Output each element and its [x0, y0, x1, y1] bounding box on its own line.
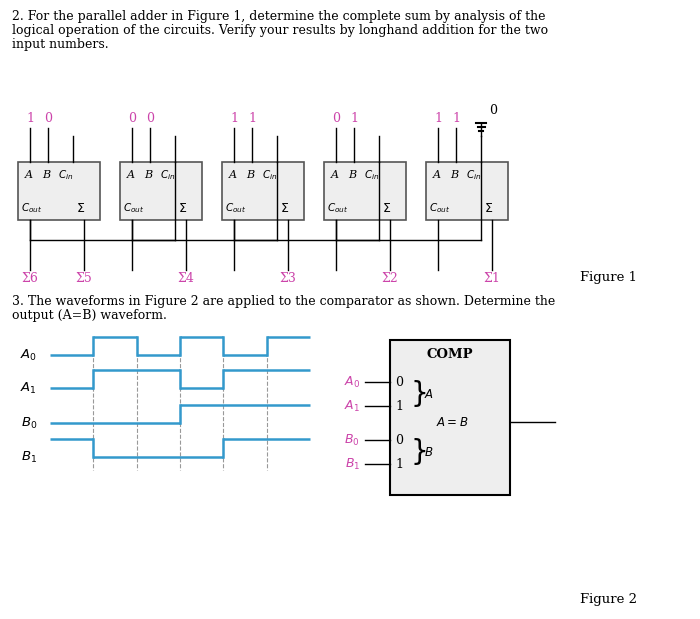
Text: $C_{in}$: $C_{in}$ [58, 168, 74, 182]
Text: $B_1$: $B_1$ [21, 449, 37, 464]
Text: $C_{in}$: $C_{in}$ [466, 168, 482, 182]
Bar [222, 162, 304, 220]
Text: Σ2: Σ2 [382, 272, 398, 285]
Text: A: A [229, 170, 237, 180]
Text: 0: 0 [395, 433, 403, 446]
Text: $A_1$: $A_1$ [20, 381, 37, 396]
Text: 1: 1 [230, 111, 238, 124]
Bar [18, 162, 100, 220]
Text: 0: 0 [146, 111, 154, 124]
Text: $A_1$: $A_1$ [344, 399, 360, 413]
Text: $B_0$: $B_0$ [21, 415, 37, 431]
Text: logical operation of the circuits. Verify your results by longhand addition for : logical operation of the circuits. Verif… [12, 24, 548, 37]
Bar [426, 162, 508, 220]
Text: $C_{out}$: $C_{out}$ [327, 201, 349, 215]
Text: 0: 0 [395, 376, 403, 389]
Text: A: A [433, 170, 441, 180]
Text: Figure 2: Figure 2 [580, 594, 637, 607]
Text: B: B [144, 170, 152, 180]
Text: 1: 1 [452, 111, 460, 124]
Text: Σ4: Σ4 [178, 272, 195, 285]
Text: $\Sigma$: $\Sigma$ [280, 202, 289, 215]
Text: B: B [348, 170, 356, 180]
Text: 1: 1 [26, 111, 34, 124]
Text: $\Sigma$: $\Sigma$ [484, 202, 493, 215]
Text: 1: 1 [395, 399, 403, 412]
Text: }: } [410, 380, 428, 408]
Text: }: } [410, 438, 428, 466]
Text: Σ5: Σ5 [76, 272, 92, 285]
Text: Figure 1: Figure 1 [580, 272, 637, 285]
Text: $\Sigma$: $\Sigma$ [382, 202, 391, 215]
Text: $B_0$: $B_0$ [344, 433, 360, 448]
Text: 2. For the parallel adder in Figure 1, determine the complete sum by analysis of: 2. For the parallel adder in Figure 1, d… [12, 10, 545, 23]
Text: 3. The waveforms in Figure 2 are applied to the comparator as shown. Determine t: 3. The waveforms in Figure 2 are applied… [12, 295, 555, 308]
Text: $B$: $B$ [424, 446, 433, 459]
Text: Σ3: Σ3 [279, 272, 296, 285]
Text: $B_1$: $B_1$ [344, 456, 360, 472]
Bar [324, 162, 406, 220]
Text: Σ1: Σ1 [484, 272, 500, 285]
Text: B: B [246, 170, 254, 180]
Text: 1: 1 [248, 111, 256, 124]
Bar [390, 340, 510, 495]
Text: 0: 0 [489, 105, 497, 118]
Text: 0: 0 [332, 111, 340, 124]
Bar [120, 162, 202, 220]
Text: A: A [127, 170, 135, 180]
Text: B: B [450, 170, 458, 180]
Text: $C_{out}$: $C_{out}$ [225, 201, 246, 215]
Text: input numbers.: input numbers. [12, 38, 109, 51]
Text: B: B [42, 170, 50, 180]
Text: 1: 1 [395, 457, 403, 470]
Text: $\Sigma$: $\Sigma$ [76, 202, 85, 215]
Text: Σ6: Σ6 [22, 272, 38, 285]
Text: 0: 0 [128, 111, 136, 124]
Text: COMP: COMP [427, 347, 473, 360]
Text: $A_0$: $A_0$ [344, 374, 360, 389]
Text: 1: 1 [434, 111, 442, 124]
Text: A: A [331, 170, 339, 180]
Text: $C_{out}$: $C_{out}$ [21, 201, 43, 215]
Text: $C_{in}$: $C_{in}$ [160, 168, 176, 182]
Text: $A = B$: $A = B$ [436, 415, 468, 428]
Text: 1: 1 [350, 111, 358, 124]
Text: $A$: $A$ [424, 387, 434, 400]
Text: $C_{in}$: $C_{in}$ [262, 168, 277, 182]
Text: $\Sigma$: $\Sigma$ [178, 202, 187, 215]
Text: output (A=B) waveform.: output (A=B) waveform. [12, 309, 167, 322]
Text: $C_{out}$: $C_{out}$ [429, 201, 450, 215]
Text: $C_{out}$: $C_{out}$ [123, 201, 144, 215]
Text: $C_{in}$: $C_{in}$ [364, 168, 379, 182]
Text: 0: 0 [44, 111, 52, 124]
Text: A: A [25, 170, 33, 180]
Text: $A_0$: $A_0$ [20, 347, 37, 363]
